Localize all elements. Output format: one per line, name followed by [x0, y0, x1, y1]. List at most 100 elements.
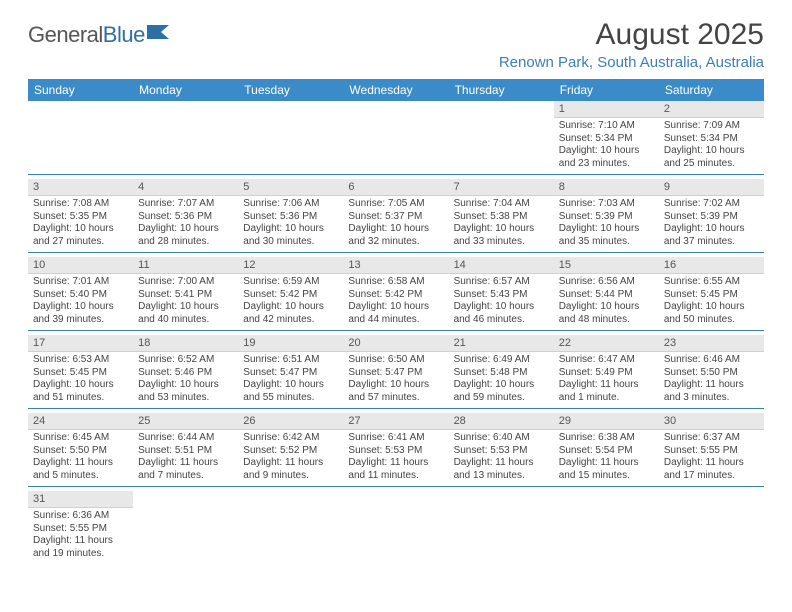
day-sunrise: Sunrise: 6:36 AM	[33, 510, 128, 523]
calendar-body: 1Sunrise: 7:10 AMSunset: 5:34 PMDaylight…	[28, 101, 764, 569]
day-number: 26	[238, 413, 343, 430]
day-daylight2: and 53 minutes.	[138, 392, 233, 405]
calendar-cell: 31Sunrise: 6:36 AMSunset: 5:55 PMDayligh…	[28, 491, 133, 569]
day-daylight1: Daylight: 10 hours	[33, 379, 128, 392]
calendar-week-row: 1Sunrise: 7:10 AMSunset: 5:34 PMDaylight…	[28, 101, 764, 179]
day-daylight2: and 7 minutes.	[138, 470, 233, 483]
day-body: Sunrise: 6:38 AMSunset: 5:54 PMDaylight:…	[554, 430, 659, 487]
day-sunrise: Sunrise: 6:37 AM	[664, 432, 759, 445]
day-number: 7	[449, 179, 554, 196]
calendar-cell: 1Sunrise: 7:10 AMSunset: 5:34 PMDaylight…	[554, 101, 659, 179]
calendar-cell	[28, 101, 133, 179]
day-daylight1: Daylight: 10 hours	[559, 301, 654, 314]
day-daylight2: and 44 minutes.	[348, 314, 443, 327]
day-sunset: Sunset: 5:52 PM	[243, 445, 338, 458]
day-sunrise: Sunrise: 6:44 AM	[138, 432, 233, 445]
day-sunrise: Sunrise: 6:49 AM	[454, 354, 549, 367]
day-sunrise: Sunrise: 6:50 AM	[348, 354, 443, 367]
calendar-cell: 3Sunrise: 7:08 AMSunset: 5:35 PMDaylight…	[28, 179, 133, 257]
day-number: 24	[28, 413, 133, 430]
calendar-cell	[449, 491, 554, 569]
day-body: Sunrise: 6:41 AMSunset: 5:53 PMDaylight:…	[343, 430, 448, 487]
day-daylight2: and 57 minutes.	[348, 392, 443, 405]
calendar-cell: 7Sunrise: 7:04 AMSunset: 5:38 PMDaylight…	[449, 179, 554, 257]
calendar-cell: 23Sunrise: 6:46 AMSunset: 5:50 PMDayligh…	[659, 335, 764, 413]
day-number: 28	[449, 413, 554, 430]
day-daylight2: and 19 minutes.	[33, 548, 128, 561]
calendar-cell	[659, 491, 764, 569]
day-number: 16	[659, 257, 764, 274]
day-body: Sunrise: 7:08 AMSunset: 5:35 PMDaylight:…	[28, 196, 133, 253]
day-body: Sunrise: 6:57 AMSunset: 5:43 PMDaylight:…	[449, 274, 554, 331]
day-daylight1: Daylight: 10 hours	[348, 223, 443, 236]
day-daylight1: Daylight: 10 hours	[33, 223, 128, 236]
calendar-cell	[238, 101, 343, 179]
logo: GeneralBlue	[28, 18, 173, 48]
day-number: 12	[238, 257, 343, 274]
day-sunrise: Sunrise: 7:09 AM	[664, 120, 759, 133]
day-daylight1: Daylight: 11 hours	[243, 457, 338, 470]
day-daylight2: and 27 minutes.	[33, 236, 128, 249]
day-daylight2: and 35 minutes.	[559, 236, 654, 249]
day-body: Sunrise: 7:04 AMSunset: 5:38 PMDaylight:…	[449, 196, 554, 253]
day-sunrise: Sunrise: 7:05 AM	[348, 198, 443, 211]
day-daylight2: and 59 minutes.	[454, 392, 549, 405]
location-subtitle: Renown Park, South Australia, Australia	[499, 54, 764, 71]
day-sunset: Sunset: 5:41 PM	[138, 289, 233, 302]
day-number: 9	[659, 179, 764, 196]
day-body: Sunrise: 6:51 AMSunset: 5:47 PMDaylight:…	[238, 352, 343, 409]
calendar-week-row: 24Sunrise: 6:45 AMSunset: 5:50 PMDayligh…	[28, 413, 764, 491]
day-number: 10	[28, 257, 133, 274]
day-daylight2: and 40 minutes.	[138, 314, 233, 327]
day-sunset: Sunset: 5:51 PM	[138, 445, 233, 458]
calendar-cell	[554, 491, 659, 569]
day-daylight1: Daylight: 10 hours	[348, 379, 443, 392]
calendar-cell: 21Sunrise: 6:49 AMSunset: 5:48 PMDayligh…	[449, 335, 554, 413]
day-number: 30	[659, 413, 764, 430]
day-number: 3	[28, 179, 133, 196]
calendar-cell	[238, 491, 343, 569]
day-body: Sunrise: 7:00 AMSunset: 5:41 PMDaylight:…	[133, 274, 238, 331]
day-sunrise: Sunrise: 6:40 AM	[454, 432, 549, 445]
day-daylight1: Daylight: 10 hours	[559, 223, 654, 236]
day-daylight2: and 13 minutes.	[454, 470, 549, 483]
day-daylight2: and 50 minutes.	[664, 314, 759, 327]
day-body: Sunrise: 6:56 AMSunset: 5:44 PMDaylight:…	[554, 274, 659, 331]
calendar-cell: 22Sunrise: 6:47 AMSunset: 5:49 PMDayligh…	[554, 335, 659, 413]
flag-icon	[147, 23, 173, 48]
day-daylight1: Daylight: 10 hours	[243, 301, 338, 314]
day-body: Sunrise: 6:40 AMSunset: 5:53 PMDaylight:…	[449, 430, 554, 487]
calendar-cell: 16Sunrise: 6:55 AMSunset: 5:45 PMDayligh…	[659, 257, 764, 335]
day-daylight2: and 42 minutes.	[243, 314, 338, 327]
day-body: Sunrise: 6:37 AMSunset: 5:55 PMDaylight:…	[659, 430, 764, 487]
day-sunset: Sunset: 5:55 PM	[33, 523, 128, 536]
day-body: Sunrise: 6:52 AMSunset: 5:46 PMDaylight:…	[133, 352, 238, 409]
calendar-cell: 11Sunrise: 7:00 AMSunset: 5:41 PMDayligh…	[133, 257, 238, 335]
day-daylight1: Daylight: 10 hours	[559, 145, 654, 158]
day-number: 23	[659, 335, 764, 352]
day-sunrise: Sunrise: 6:53 AM	[33, 354, 128, 367]
day-number: 29	[554, 413, 659, 430]
day-sunrise: Sunrise: 6:41 AM	[348, 432, 443, 445]
day-sunrise: Sunrise: 7:07 AM	[138, 198, 233, 211]
day-sunset: Sunset: 5:34 PM	[664, 133, 759, 146]
weekday-header: Saturday	[659, 79, 764, 101]
day-daylight1: Daylight: 11 hours	[138, 457, 233, 470]
day-sunrise: Sunrise: 6:55 AM	[664, 276, 759, 289]
day-daylight1: Daylight: 11 hours	[33, 535, 128, 548]
month-title: August 2025	[499, 18, 764, 52]
calendar-cell: 13Sunrise: 6:58 AMSunset: 5:42 PMDayligh…	[343, 257, 448, 335]
calendar-cell	[449, 101, 554, 179]
day-daylight1: Daylight: 11 hours	[33, 457, 128, 470]
day-daylight2: and 17 minutes.	[664, 470, 759, 483]
day-daylight2: and 28 minutes.	[138, 236, 233, 249]
weekday-header: Friday	[554, 79, 659, 101]
calendar-cell: 26Sunrise: 6:42 AMSunset: 5:52 PMDayligh…	[238, 413, 343, 491]
day-number: 11	[133, 257, 238, 274]
day-daylight1: Daylight: 10 hours	[348, 301, 443, 314]
calendar-cell: 18Sunrise: 6:52 AMSunset: 5:46 PMDayligh…	[133, 335, 238, 413]
day-daylight2: and 39 minutes.	[33, 314, 128, 327]
day-number: 13	[343, 257, 448, 274]
day-sunrise: Sunrise: 6:45 AM	[33, 432, 128, 445]
day-sunrise: Sunrise: 6:56 AM	[559, 276, 654, 289]
